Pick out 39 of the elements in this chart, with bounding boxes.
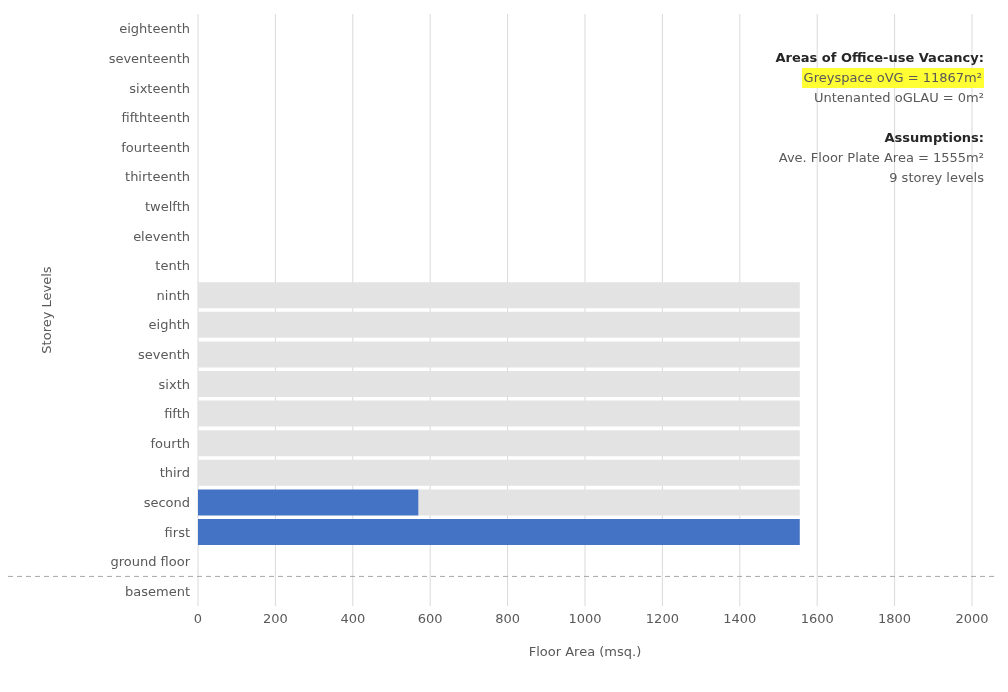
x-tick-label: 2000 <box>955 611 989 627</box>
annotation: Ave. Floor Plate Area = 1555m² <box>778 150 984 165</box>
y-tick-label: third <box>159 465 190 481</box>
y-tick-label: basement <box>125 583 190 599</box>
annotation: Greyspace oVG = 11867m² <box>801 68 984 88</box>
x-tick-label: 1000 <box>568 611 602 627</box>
y-tick-label: seventh <box>137 347 190 363</box>
y-tick-label: fifth <box>164 406 190 422</box>
y-tick-label: sixteenth <box>129 80 190 96</box>
y-tick-label: fourth <box>150 435 190 451</box>
y-tick-label: ground floor <box>110 554 191 570</box>
y-tick-label: tenth <box>155 258 190 274</box>
x-tick-label: 1400 <box>723 611 757 627</box>
x-tick-label: 1200 <box>645 611 679 627</box>
annotation: Assumptions: <box>884 130 984 145</box>
annotation: Areas of Office-use Vacancy: <box>775 50 984 65</box>
x-tick-label: 600 <box>417 611 443 627</box>
x-tick-label: 0 <box>193 611 203 627</box>
annotation: Untenanted oGLAU = 0m² <box>813 90 984 105</box>
annotation: 9 storey levels <box>889 170 984 185</box>
y-tick-label: fourteenth <box>121 139 190 155</box>
y-tick-label: ninth <box>156 287 190 303</box>
y-tick-label: fifthteenth <box>121 110 190 126</box>
x-axis-title: Floor Area (msq.) <box>528 644 642 659</box>
y-tick-label: first <box>164 524 190 540</box>
y-tick-label: thirteenth <box>125 169 190 185</box>
x-tick-label: 1600 <box>800 611 834 627</box>
x-tick-label: 1800 <box>878 611 912 627</box>
y-tick-label: eighth <box>148 317 190 333</box>
y-tick-label: eighteenth <box>119 21 190 37</box>
x-tick-label: 200 <box>262 611 288 627</box>
y-tick-label: second <box>143 495 190 511</box>
y-tick-label: sixth <box>158 376 190 392</box>
y-axis-title: Storey Levels <box>38 266 54 354</box>
y-tick-label: eleventh <box>133 228 190 244</box>
y-tick-label: twelfth <box>144 199 190 215</box>
x-tick-label: 400 <box>340 611 366 627</box>
x-tick-label: 800 <box>495 611 521 627</box>
y-tick-label: seventeenth <box>108 51 190 67</box>
